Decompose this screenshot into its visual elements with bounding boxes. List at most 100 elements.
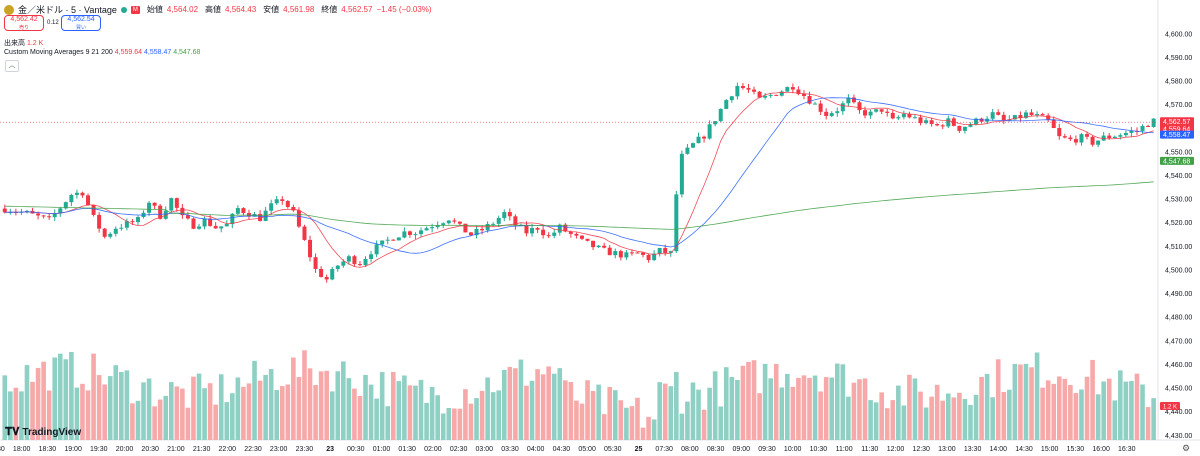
candle-body[interactable] bbox=[135, 217, 140, 223]
candle-body[interactable] bbox=[835, 111, 840, 114]
candle-body[interactable] bbox=[735, 86, 740, 97]
candle-body[interactable] bbox=[718, 108, 723, 122]
candle-body[interactable] bbox=[330, 268, 335, 280]
candle-body[interactable] bbox=[962, 126, 967, 131]
candle-body[interactable] bbox=[907, 113, 912, 118]
candle-body[interactable] bbox=[363, 258, 368, 266]
candle-body[interactable] bbox=[1035, 114, 1040, 116]
candle-body[interactable] bbox=[1079, 134, 1084, 143]
candle-body[interactable] bbox=[857, 102, 862, 111]
candle-body[interactable] bbox=[574, 233, 579, 236]
candle-body[interactable] bbox=[1012, 115, 1017, 120]
candle-body[interactable] bbox=[468, 232, 473, 236]
collapse-legend-chevron-icon[interactable]: ︿ bbox=[5, 60, 19, 72]
candle-body[interactable] bbox=[308, 239, 313, 258]
candle-body[interactable] bbox=[69, 194, 74, 203]
candle-body[interactable] bbox=[169, 198, 174, 211]
candle-body[interactable] bbox=[785, 87, 790, 92]
candle-body[interactable] bbox=[535, 228, 540, 230]
candle-body[interactable] bbox=[435, 225, 440, 228]
candle-body[interactable] bbox=[202, 218, 207, 227]
candle-body[interactable] bbox=[52, 213, 57, 218]
candle-body[interactable] bbox=[213, 225, 218, 229]
candle-body[interactable] bbox=[2, 208, 7, 213]
candle-body[interactable] bbox=[968, 124, 973, 127]
candle-body[interactable] bbox=[1090, 136, 1095, 145]
candle-body[interactable] bbox=[824, 111, 829, 116]
candle-body[interactable] bbox=[790, 87, 795, 90]
candle-body[interactable] bbox=[108, 233, 113, 237]
candle-body[interactable] bbox=[685, 147, 690, 154]
candle-body[interactable] bbox=[313, 257, 318, 269]
candle-body[interactable] bbox=[174, 198, 179, 208]
candle-body[interactable] bbox=[690, 143, 695, 148]
candle-body[interactable] bbox=[1051, 119, 1056, 129]
candle-body[interactable] bbox=[1146, 125, 1151, 127]
candle-body[interactable] bbox=[158, 205, 163, 219]
candle-body[interactable] bbox=[696, 136, 701, 144]
candle-body[interactable] bbox=[341, 261, 346, 266]
candle-body[interactable] bbox=[346, 256, 351, 262]
candle-body[interactable] bbox=[885, 111, 890, 113]
candle-body[interactable] bbox=[568, 231, 573, 234]
candle-body[interactable] bbox=[407, 231, 412, 235]
candle-body[interactable] bbox=[674, 194, 679, 252]
candle-body[interactable] bbox=[840, 103, 845, 112]
candle-body[interactable] bbox=[1140, 125, 1145, 131]
candle-body[interactable] bbox=[235, 208, 240, 214]
candle-body[interactable] bbox=[424, 228, 429, 231]
candle-body[interactable] bbox=[774, 94, 779, 96]
candle-body[interactable] bbox=[491, 223, 496, 225]
candle-body[interactable] bbox=[829, 113, 834, 116]
candle-body[interactable] bbox=[707, 124, 712, 139]
candle-body[interactable] bbox=[879, 109, 884, 112]
candle-body[interactable] bbox=[1062, 136, 1067, 138]
candle-body[interactable] bbox=[724, 100, 729, 109]
candle-body[interactable] bbox=[58, 208, 63, 214]
candle-body[interactable] bbox=[374, 244, 379, 255]
candle-body[interactable] bbox=[1001, 114, 1006, 121]
candle-body[interactable] bbox=[746, 88, 751, 90]
candle-body[interactable] bbox=[624, 252, 629, 258]
candle-body[interactable] bbox=[702, 136, 707, 139]
candle-body[interactable] bbox=[1118, 135, 1123, 137]
candle-body[interactable] bbox=[918, 117, 923, 124]
candle-body[interactable] bbox=[124, 221, 129, 228]
candle-body[interactable] bbox=[924, 120, 929, 124]
candle-body[interactable] bbox=[180, 207, 185, 216]
candle-body[interactable] bbox=[524, 225, 529, 234]
candle-body[interactable] bbox=[63, 202, 68, 209]
candle-body[interactable] bbox=[818, 103, 823, 112]
sell-button[interactable]: 4,562.42 売り bbox=[4, 15, 44, 31]
candle-body[interactable] bbox=[1023, 112, 1028, 118]
candle-body[interactable] bbox=[357, 264, 362, 266]
candle-body[interactable] bbox=[635, 252, 640, 254]
candle-body[interactable] bbox=[452, 220, 457, 222]
candle-body[interactable] bbox=[1129, 130, 1134, 133]
candle-body[interactable] bbox=[258, 214, 263, 221]
candle-body[interactable] bbox=[280, 199, 285, 202]
candle-body[interactable] bbox=[335, 265, 340, 269]
candle-body[interactable] bbox=[763, 95, 768, 98]
candle-body[interactable] bbox=[974, 118, 979, 125]
candle-body[interactable] bbox=[546, 235, 551, 237]
candle-body[interactable] bbox=[230, 213, 235, 225]
candle-body[interactable] bbox=[463, 223, 468, 233]
candle-body[interactable] bbox=[868, 111, 873, 116]
candle-body[interactable] bbox=[296, 210, 301, 227]
candle-body[interactable] bbox=[585, 238, 590, 241]
candle-body[interactable] bbox=[241, 208, 246, 214]
candle-body[interactable] bbox=[796, 89, 801, 94]
candle-body[interactable] bbox=[1123, 132, 1128, 136]
candle-body[interactable] bbox=[302, 226, 307, 240]
candle-body[interactable] bbox=[285, 201, 290, 207]
candle-body[interactable] bbox=[652, 253, 657, 261]
candle-body[interactable] bbox=[91, 204, 96, 215]
candle-body[interactable] bbox=[1046, 115, 1051, 120]
candle-body[interactable] bbox=[119, 227, 124, 229]
candle-body[interactable] bbox=[563, 224, 568, 232]
candle-body[interactable] bbox=[263, 210, 268, 221]
candle-body[interactable] bbox=[507, 212, 512, 217]
symbol-name[interactable]: 金／米ドル · 5 · Vantage bbox=[18, 5, 117, 15]
candle-body[interactable] bbox=[86, 195, 91, 205]
